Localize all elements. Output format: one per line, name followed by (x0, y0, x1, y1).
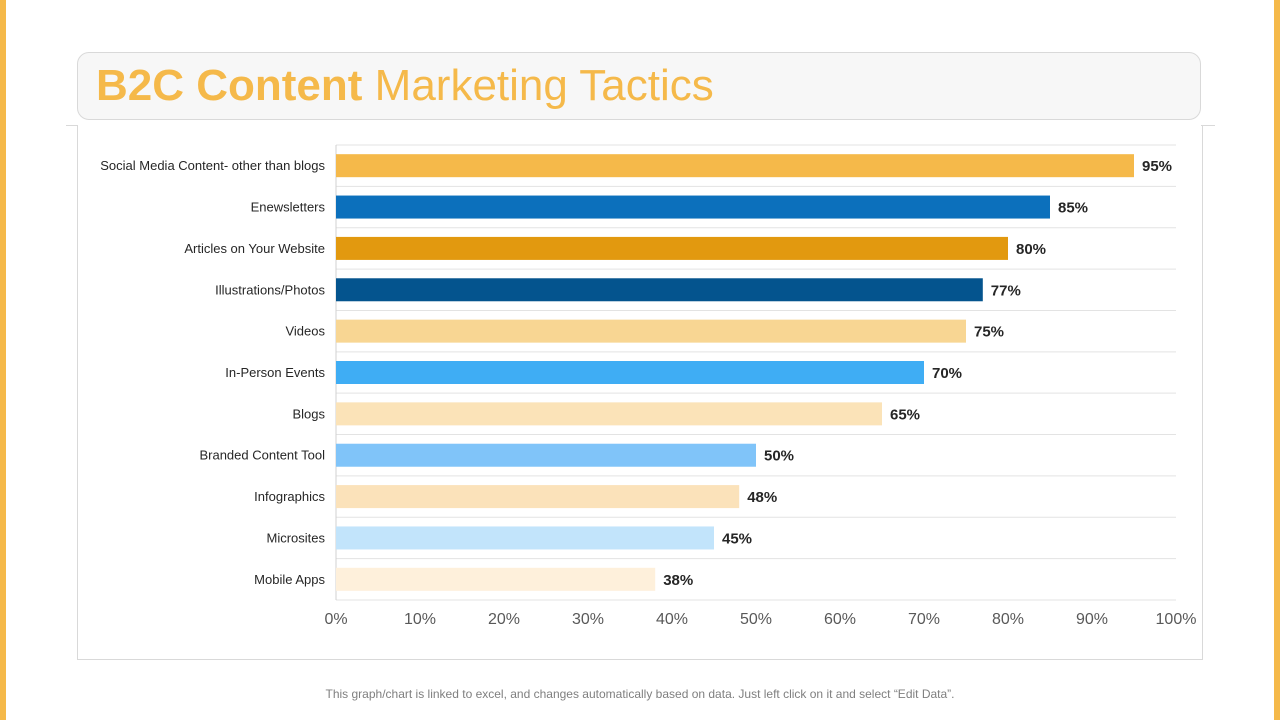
data-label: 65% (890, 406, 920, 423)
bar (336, 485, 740, 509)
data-label: 75% (974, 324, 1004, 341)
category-label: In-Person Events (225, 365, 325, 380)
bar (336, 443, 756, 467)
x-tick-label: 40% (656, 611, 688, 628)
data-label: 77% (991, 282, 1021, 299)
x-tick-label: 30% (572, 611, 604, 628)
title-regular: Marketing Tactics (374, 61, 714, 110)
frame-top-right (1201, 125, 1215, 126)
category-label: Enewsletters (251, 200, 326, 215)
title-box: B2C Content Marketing Tactics (77, 52, 1201, 120)
data-label: 45% (722, 530, 752, 547)
category-label: Articles on Your Website (184, 241, 325, 256)
data-label: 70% (932, 365, 962, 382)
data-label: 50% (764, 448, 794, 465)
data-label: 95% (1142, 158, 1172, 175)
x-tick-label: 100% (1156, 611, 1197, 628)
category-label: Social Media Content- other than blogs (100, 158, 325, 173)
bar (336, 195, 1050, 219)
category-label: Illustrations/Photos (215, 282, 325, 297)
x-tick-label: 50% (740, 611, 772, 628)
frame-top-left (66, 125, 78, 126)
x-tick-label: 20% (488, 611, 520, 628)
bar (336, 567, 656, 591)
bar (336, 278, 983, 302)
bar (336, 154, 1134, 178)
bar (336, 319, 966, 343)
bar (336, 236, 1008, 260)
category-label: Videos (285, 324, 325, 339)
bar (336, 526, 714, 550)
data-label: 48% (747, 489, 777, 506)
x-tick-label: 10% (404, 611, 436, 628)
category-label: Mobile Apps (254, 572, 325, 587)
right-accent-bar (1274, 0, 1280, 720)
footer-note: This graph/chart is linked to excel, and… (325, 687, 955, 701)
x-tick-label: 70% (908, 611, 940, 628)
category-label: Blogs (292, 406, 325, 421)
x-tick-label: 80% (992, 611, 1024, 628)
chart-frame (77, 126, 1203, 660)
page-title: B2C Content Marketing Tactics (96, 61, 714, 111)
left-accent-bar (0, 0, 6, 720)
x-tick-label: 90% (1076, 611, 1108, 628)
category-label: Branded Content Tool (199, 448, 325, 463)
title-bold: B2C Content (96, 61, 363, 110)
data-label: 85% (1058, 200, 1088, 217)
category-label: Infographics (254, 489, 325, 504)
x-tick-label: 0% (324, 611, 347, 628)
bar (336, 402, 882, 426)
bar (336, 361, 924, 384)
data-label: 38% (663, 572, 693, 589)
data-label: 80% (1016, 241, 1046, 258)
category-label: Microsites (266, 530, 325, 545)
x-tick-label: 60% (824, 611, 856, 628)
